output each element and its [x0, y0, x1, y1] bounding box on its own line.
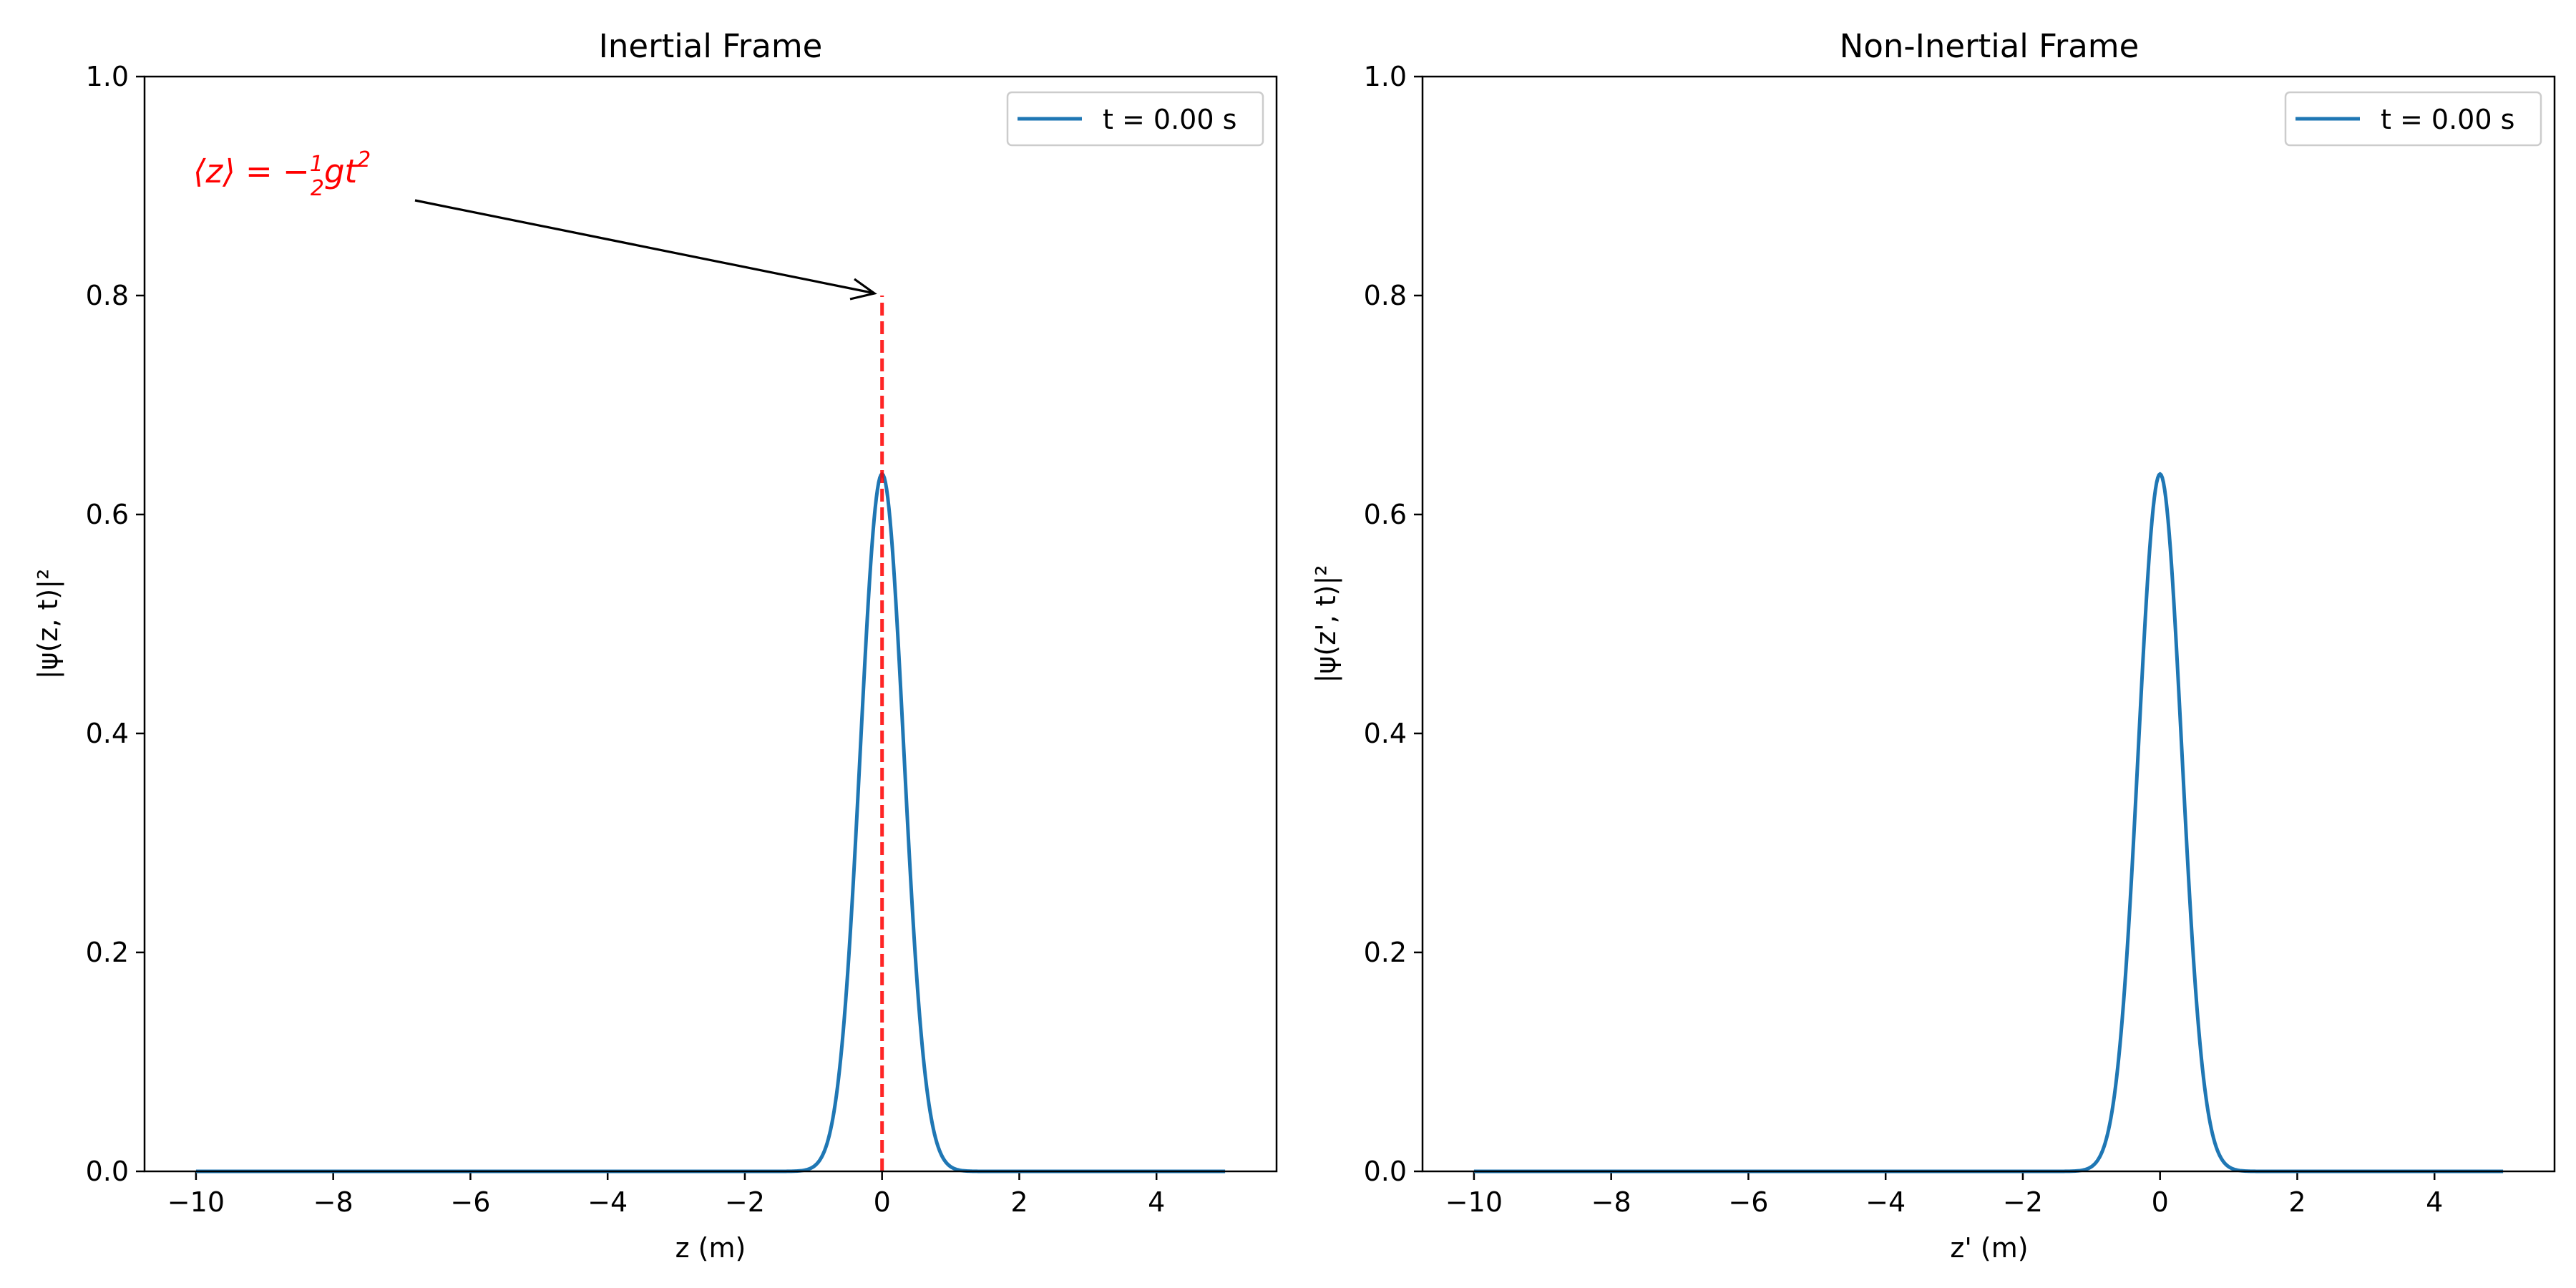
- inertial-legend: t = 0.00 s: [1006, 91, 1264, 147]
- non-inertial-x-tick-label: −8: [1591, 1186, 1631, 1218]
- inertial-y-tick-label: 0.0: [86, 1156, 129, 1187]
- non-inertial-x-tick-label: 4: [2426, 1186, 2443, 1218]
- non-inertial-y-tick-label: 1.0: [1364, 61, 1407, 92]
- inertial-x-tick-label: 4: [1148, 1186, 1165, 1218]
- non-inertial-y-tick-label: 0.4: [1364, 718, 1407, 749]
- inertial-legend-label: t = 0.00 s: [1103, 104, 1236, 135]
- annotation-fraction-numerator: 1: [310, 152, 323, 177]
- non-inertial-x-axis-label: z' (m): [1950, 1232, 2028, 1264]
- non-inertial-y-axis-label: |ψ(z', t)|²: [1310, 565, 1342, 683]
- non-inertial-legend: t = 0.00 s: [2284, 91, 2542, 147]
- inertial-legend-box: [1006, 91, 1264, 147]
- non-inertial-x-tick-label: 0: [2152, 1186, 2169, 1218]
- inertial-frame-title: Inertial Frame: [599, 27, 823, 65]
- non-inertial-x-tick-label: 2: [2288, 1186, 2306, 1218]
- inertial-annotation-arrow-shaft: [414, 199, 872, 294]
- inertial-plot-frame: [143, 75, 1278, 1173]
- inertial-x-tick-label: −2: [725, 1186, 765, 1218]
- non-inertial-x-tick-label: −6: [1728, 1186, 1768, 1218]
- inertial-annotation-text: ⟨z⟩ = −1 2gt2: [193, 147, 371, 201]
- annotation-prefix: ⟨z⟩ = −: [193, 152, 310, 190]
- non-inertial-y-tick-label: 0.6: [1364, 499, 1407, 530]
- inertial-x-tick-label: −6: [450, 1186, 490, 1218]
- non-inertial-frame-title: Non-Inertial Frame: [1840, 27, 2140, 65]
- non-inertial-y-tick-label: 0.2: [1364, 937, 1407, 968]
- non-inertial-y-tick-label: 0.8: [1364, 280, 1407, 311]
- inertial-x-tick-label: 2: [1010, 1186, 1028, 1218]
- non-inertial-y-tick-label: 0.0: [1364, 1156, 1407, 1187]
- inertial-y-tick-label: 0.4: [86, 718, 129, 749]
- non-inertial-plot-frame: [1421, 75, 2556, 1173]
- non-inertial-frame-panel: Non-Inertial Frame z' (m) |ψ(z', t)|² −1…: [1310, 27, 2556, 1264]
- non-inertial-x-tick-label: −10: [1445, 1186, 1503, 1218]
- inertial-x-tick-label: −4: [587, 1186, 628, 1218]
- inertial-y-tick-label: 0.6: [86, 499, 129, 530]
- inertial-y-tick-label: 0.8: [86, 280, 129, 311]
- non-inertial-x-tick-label: −2: [2003, 1186, 2043, 1218]
- inertial-y-tick-label: 1.0: [86, 61, 129, 92]
- inertial-annotation-arrowhead: [849, 278, 877, 301]
- annotation-superscript: 2: [357, 147, 371, 172]
- inertial-frame-panel: Inertial Frame z (m) |ψ(z, t)|² −10 −8 −6 −…: [32, 27, 1278, 1264]
- annotation-fraction-denominator: 2: [311, 176, 324, 201]
- inertial-x-tick-label: 0: [874, 1186, 891, 1218]
- annotation-suffix: gt: [324, 152, 359, 190]
- non-inertial-legend-box: [2284, 91, 2542, 147]
- inertial-x-tick-label: −8: [313, 1186, 353, 1218]
- inertial-y-tick-label: 0.2: [86, 937, 129, 968]
- inertial-y-axis-label: |ψ(z, t)|²: [32, 569, 64, 680]
- inertial-x-tick-label: −10: [167, 1186, 225, 1218]
- inertial-x-axis-label: z (m): [675, 1232, 746, 1264]
- non-inertial-legend-label: t = 0.00 s: [2381, 104, 2514, 135]
- non-inertial-x-tick-label: −4: [1865, 1186, 1906, 1218]
